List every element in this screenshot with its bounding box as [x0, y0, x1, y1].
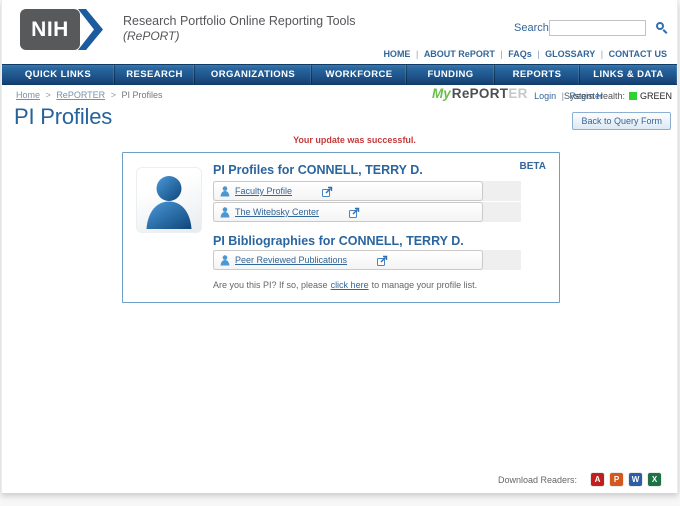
utility-link-faqs[interactable]: FAQs	[508, 49, 532, 59]
auth-separator: |	[561, 91, 564, 101]
myreporter-er: ER	[508, 86, 528, 101]
utility-link-home[interactable]: HOME	[383, 49, 411, 59]
search-input[interactable]	[549, 20, 646, 36]
claim-click-here-link[interactable]: click here	[330, 280, 369, 290]
utility-nav: HOME | ABOUT RePORT | FAQs | GLOSSARY | …	[380, 49, 670, 59]
download-readers-label: Download Readers:	[497, 474, 577, 485]
faculty-profile-link[interactable]: Faculty Profile	[235, 186, 293, 196]
profile-row-faculty-profile[interactable]: Faculty Profile	[213, 181, 483, 201]
nav-tab-quick-links[interactable]: QUICK LINKS	[2, 65, 115, 84]
search-label: Search	[514, 22, 549, 34]
system-health-green-icon	[628, 92, 637, 100]
breadcrumb-reporter[interactable]: RePORTER	[56, 90, 106, 100]
mini-person-icon	[220, 254, 230, 265]
breadcrumb-home[interactable]: Home	[16, 90, 41, 100]
mini-person-icon	[220, 206, 230, 217]
system-health-label: System Health:	[563, 91, 625, 101]
main-navbar: QUICK LINKS RESEARCH ORGANIZATIONS WORKF…	[2, 64, 677, 85]
nih-logo-text: NIH	[31, 17, 69, 41]
bibliography-row-peer-reviewed[interactable]: Peer Reviewed Publications	[213, 250, 483, 270]
external-link-icon[interactable]	[377, 255, 388, 266]
bibliographies-heading: PI Bibliographies for CONNELL, TERRY D.	[213, 234, 464, 248]
list-item: Peer Reviewed Publications	[213, 250, 521, 270]
nav-tab-workforce[interactable]: WORKFORCE	[312, 65, 407, 84]
page-title: PI Profiles	[14, 104, 113, 129]
download-readers: Download Readers: A P W X	[498, 473, 661, 486]
utility-link-contact-us[interactable]: CONTACT US	[608, 49, 667, 59]
adobe-pdf-reader-icon[interactable]: A	[591, 473, 604, 486]
system-health: System Health: GREEN	[564, 91, 672, 101]
site-title: Research Portfolio Online Reporting Tool…	[123, 14, 356, 28]
nav-tab-organizations[interactable]: ORGANIZATIONS	[195, 65, 312, 84]
pi-profile-card: BETA PI Profiles for CONNELL, TERRY D.	[122, 152, 560, 303]
avatar	[136, 167, 202, 233]
utility-link-glossary[interactable]: GLOSSARY	[545, 49, 596, 59]
external-link-icon[interactable]	[349, 207, 360, 218]
nav-tab-links-and-data[interactable]: LINKS & DATA	[580, 65, 677, 84]
claim-suffix: to manage your profile list.	[371, 280, 478, 290]
profiles-heading: PI Profiles for CONNELL, TERRY D.	[213, 163, 423, 177]
utility-separator: |	[600, 49, 604, 59]
breadcrumb-separator: >	[45, 90, 51, 100]
beta-badge: BETA	[519, 161, 546, 172]
list-item: Faculty Profile	[213, 181, 521, 201]
register-link[interactable]: Register	[569, 91, 603, 101]
search-icon-handle	[662, 29, 667, 34]
claim-profile-text: Are you this PI? If so, please click here…	[213, 280, 477, 290]
profile-links-list: Faculty Profile T	[213, 181, 521, 223]
utility-link-about-report[interactable]: ABOUT RePORT	[423, 49, 495, 59]
utility-separator: |	[537, 49, 540, 59]
breadcrumb-separator: >	[110, 90, 116, 100]
breadcrumb: Home > RePORTER > PI Profiles	[16, 90, 162, 100]
utility-separator: |	[415, 49, 419, 59]
witebsky-center-link[interactable]: The Witebsky Center	[235, 207, 320, 217]
update-success-message: Your update was successful.	[293, 135, 416, 145]
peer-reviewed-publications-link[interactable]: Peer Reviewed Publications	[235, 255, 348, 265]
mini-person-icon	[220, 185, 230, 196]
system-health-status: GREEN	[639, 91, 672, 101]
nih-logo-chevron-icon	[78, 9, 103, 50]
excel-viewer-icon[interactable]: X	[648, 473, 661, 486]
myreporter-my: My	[432, 86, 451, 101]
list-item: The Witebsky Center	[213, 202, 521, 222]
nih-logo[interactable]: NIH	[20, 9, 80, 50]
myreporter-logo[interactable]: MyRePORTER	[432, 86, 528, 101]
external-link-icon[interactable]	[322, 186, 333, 197]
breadcrumb-current: PI Profiles	[121, 90, 163, 100]
login-link[interactable]: Login	[534, 91, 557, 101]
page-container: NIH Research Portfolio Online Reporting …	[1, 0, 678, 493]
site-subtitle: (RePORT)	[123, 29, 180, 43]
nav-tab-reports[interactable]: REPORTS	[495, 65, 580, 84]
search-button[interactable]	[656, 22, 670, 36]
myreporter-report: RePORT	[451, 86, 509, 101]
profile-row-witebsky-center[interactable]: The Witebsky Center	[213, 202, 483, 222]
person-icon	[146, 176, 192, 229]
word-viewer-icon[interactable]: W	[629, 473, 642, 486]
utility-separator: |	[500, 49, 503, 59]
bibliography-links-list: Peer Reviewed Publications	[213, 250, 521, 271]
nav-tab-research[interactable]: RESEARCH	[115, 65, 195, 84]
back-to-query-form-button[interactable]: Back to Query Form	[572, 112, 671, 130]
powerpoint-viewer-icon[interactable]: P	[610, 473, 623, 486]
nav-tab-funding[interactable]: FUNDING	[407, 65, 495, 84]
search-icon	[656, 22, 664, 30]
auth-links: Login | Register	[534, 91, 603, 101]
claim-prefix: Are you this PI? If so, please	[213, 280, 328, 290]
